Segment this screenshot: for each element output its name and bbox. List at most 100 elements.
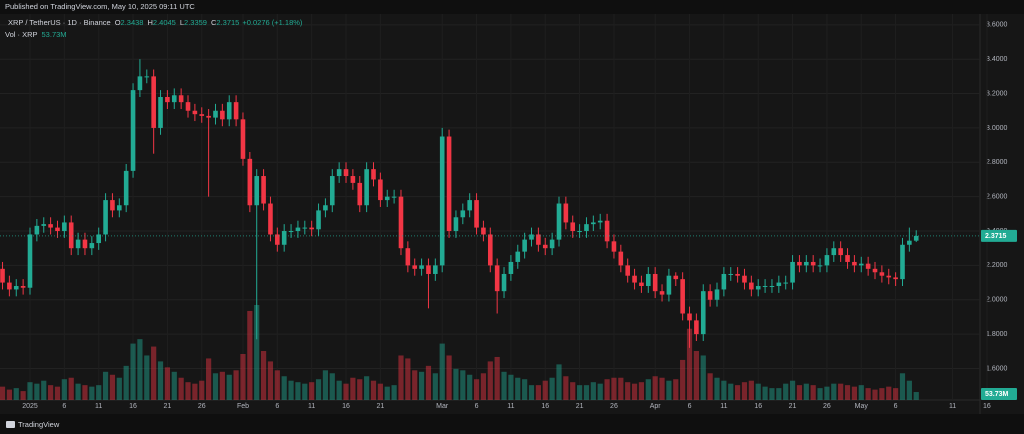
volume-bar [865,388,871,400]
candle-body [570,222,576,232]
candle-body [900,244,905,280]
volume-bar [343,383,349,400]
volume-bar [741,382,748,400]
volume-bar [6,389,12,400]
candle-body [563,203,569,223]
volume-bar [824,386,830,400]
x-tick-label: 16 [983,403,991,410]
volume-bar [501,371,507,400]
candle-body [618,251,624,266]
volume-bar [288,380,294,400]
volume-bar [0,386,6,400]
candle-body [158,96,163,128]
volume-bar [556,364,562,400]
candle-body [27,234,33,288]
x-tick-label: 11 [949,403,956,410]
candle-body [865,263,871,269]
volume-bar [508,374,514,400]
volume-bar [151,346,157,400]
volume-bar [728,383,734,400]
x-tick-label: 6 [475,403,479,410]
volume-bar [384,386,390,400]
volume-bar [851,386,857,400]
volume-bar [370,380,377,400]
candle-body [405,248,411,266]
candle-body [481,227,486,235]
volume-bar [350,377,356,400]
volume-bar [460,370,466,400]
volume-bar [844,385,851,400]
candle-body [378,179,383,201]
candle-body [776,282,782,287]
candle-body [508,261,514,274]
volume-bar [776,388,782,400]
candle-body [117,205,122,211]
volume-bar [515,377,521,400]
volume-bar [783,383,789,400]
candle-body [261,176,266,204]
volume-bar [439,343,445,400]
x-tick-label: 6 [62,403,66,410]
candle-body [82,239,88,249]
candle-body [329,176,335,206]
volume-bar [432,373,438,400]
candle-body [597,220,603,223]
volume-bar [206,358,212,400]
volume-bar [480,373,487,400]
x-tick-label: 6 [688,403,692,410]
volume-bar [625,382,631,400]
candle-body [178,95,184,103]
plot-background [0,14,1024,414]
candle-body [659,291,665,295]
volume-bar [673,379,679,400]
ohlc-key: L [180,18,184,27]
y-tick-label: 2.0000 [986,297,1008,304]
volume-bar [247,310,253,400]
volume-bar [199,380,205,400]
candle-body [536,234,541,245]
logo-icon [6,421,15,428]
candle-body [7,282,12,290]
volume-bar [405,358,411,400]
volume-bar [96,385,102,400]
candle-body [467,200,472,211]
volume-name: Vol · XRP [5,30,38,39]
candle-body [824,255,830,266]
candle-body [673,275,679,280]
candle-body [192,110,198,115]
candle-body [20,286,26,288]
x-tick-label: 16 [754,403,762,410]
candle-body [810,261,816,266]
candle-body [254,176,260,206]
volume-bar [549,377,555,400]
candle-body [817,265,823,267]
volume-bar [240,353,246,400]
volume-bar [185,382,191,400]
candle-body [350,176,356,183]
volume-bar [858,385,864,400]
candle-body [549,239,555,249]
volume-bar [913,392,919,400]
candle-body [288,231,294,233]
candle-body [336,169,342,177]
volume-bar [219,371,225,400]
volume-bar [879,388,885,400]
volume-bar [631,383,638,400]
ohlc-value: 2.3438 [121,18,144,27]
volume-bar [686,328,693,400]
candle-body [611,241,617,252]
x-tick-label: 21 [376,403,384,410]
candle-body [487,234,493,266]
volume-bar [157,361,164,400]
y-tick-label: 2.8000 [986,159,1008,166]
x-tick-label: 11 [720,403,727,410]
candle-body [625,265,630,276]
volume-bar [116,377,122,400]
volume-bar [41,380,47,400]
y-tick-label: 3.6000 [986,22,1008,29]
candle-body [123,170,129,206]
volume-bar [906,380,912,400]
volume-bar [192,383,198,400]
volume-bar [260,351,267,400]
candle-body [755,286,761,290]
